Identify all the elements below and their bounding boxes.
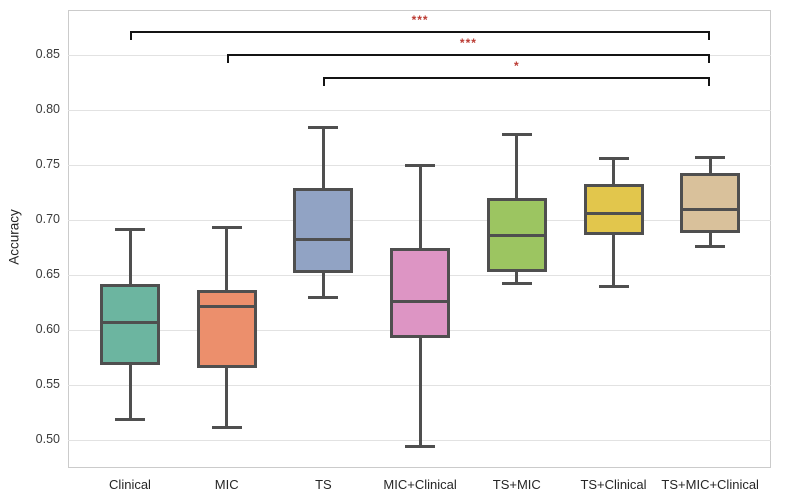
y-axis-title: Accuracy (6, 209, 22, 265)
x-tick-label-ts-mic: TS+MIC (492, 477, 541, 492)
y-tick-label: 0.65 (35, 267, 60, 281)
y-tick-label: 0.80 (35, 102, 60, 116)
x-tick-label-ts: TS (315, 477, 332, 492)
x-tick-label-mic-clinical: MIC+Clinical (383, 477, 457, 492)
y-tick-label: 0.85 (35, 47, 60, 61)
y-tick-label: 0.60 (35, 322, 60, 336)
y-tick-label: 0.55 (35, 377, 60, 391)
y-tick-label: 0.75 (35, 157, 60, 171)
x-tick-label-clinical: Clinical (109, 477, 151, 492)
plot-area (68, 10, 771, 468)
x-tick-label-mic: MIC (214, 477, 239, 492)
y-tick-label: 0.50 (35, 432, 60, 446)
x-tick-label-ts-clinical: TS+Clinical (580, 477, 647, 492)
x-tick-label-ts-mic-clinical: TS+MIC+Clinical (661, 477, 759, 492)
